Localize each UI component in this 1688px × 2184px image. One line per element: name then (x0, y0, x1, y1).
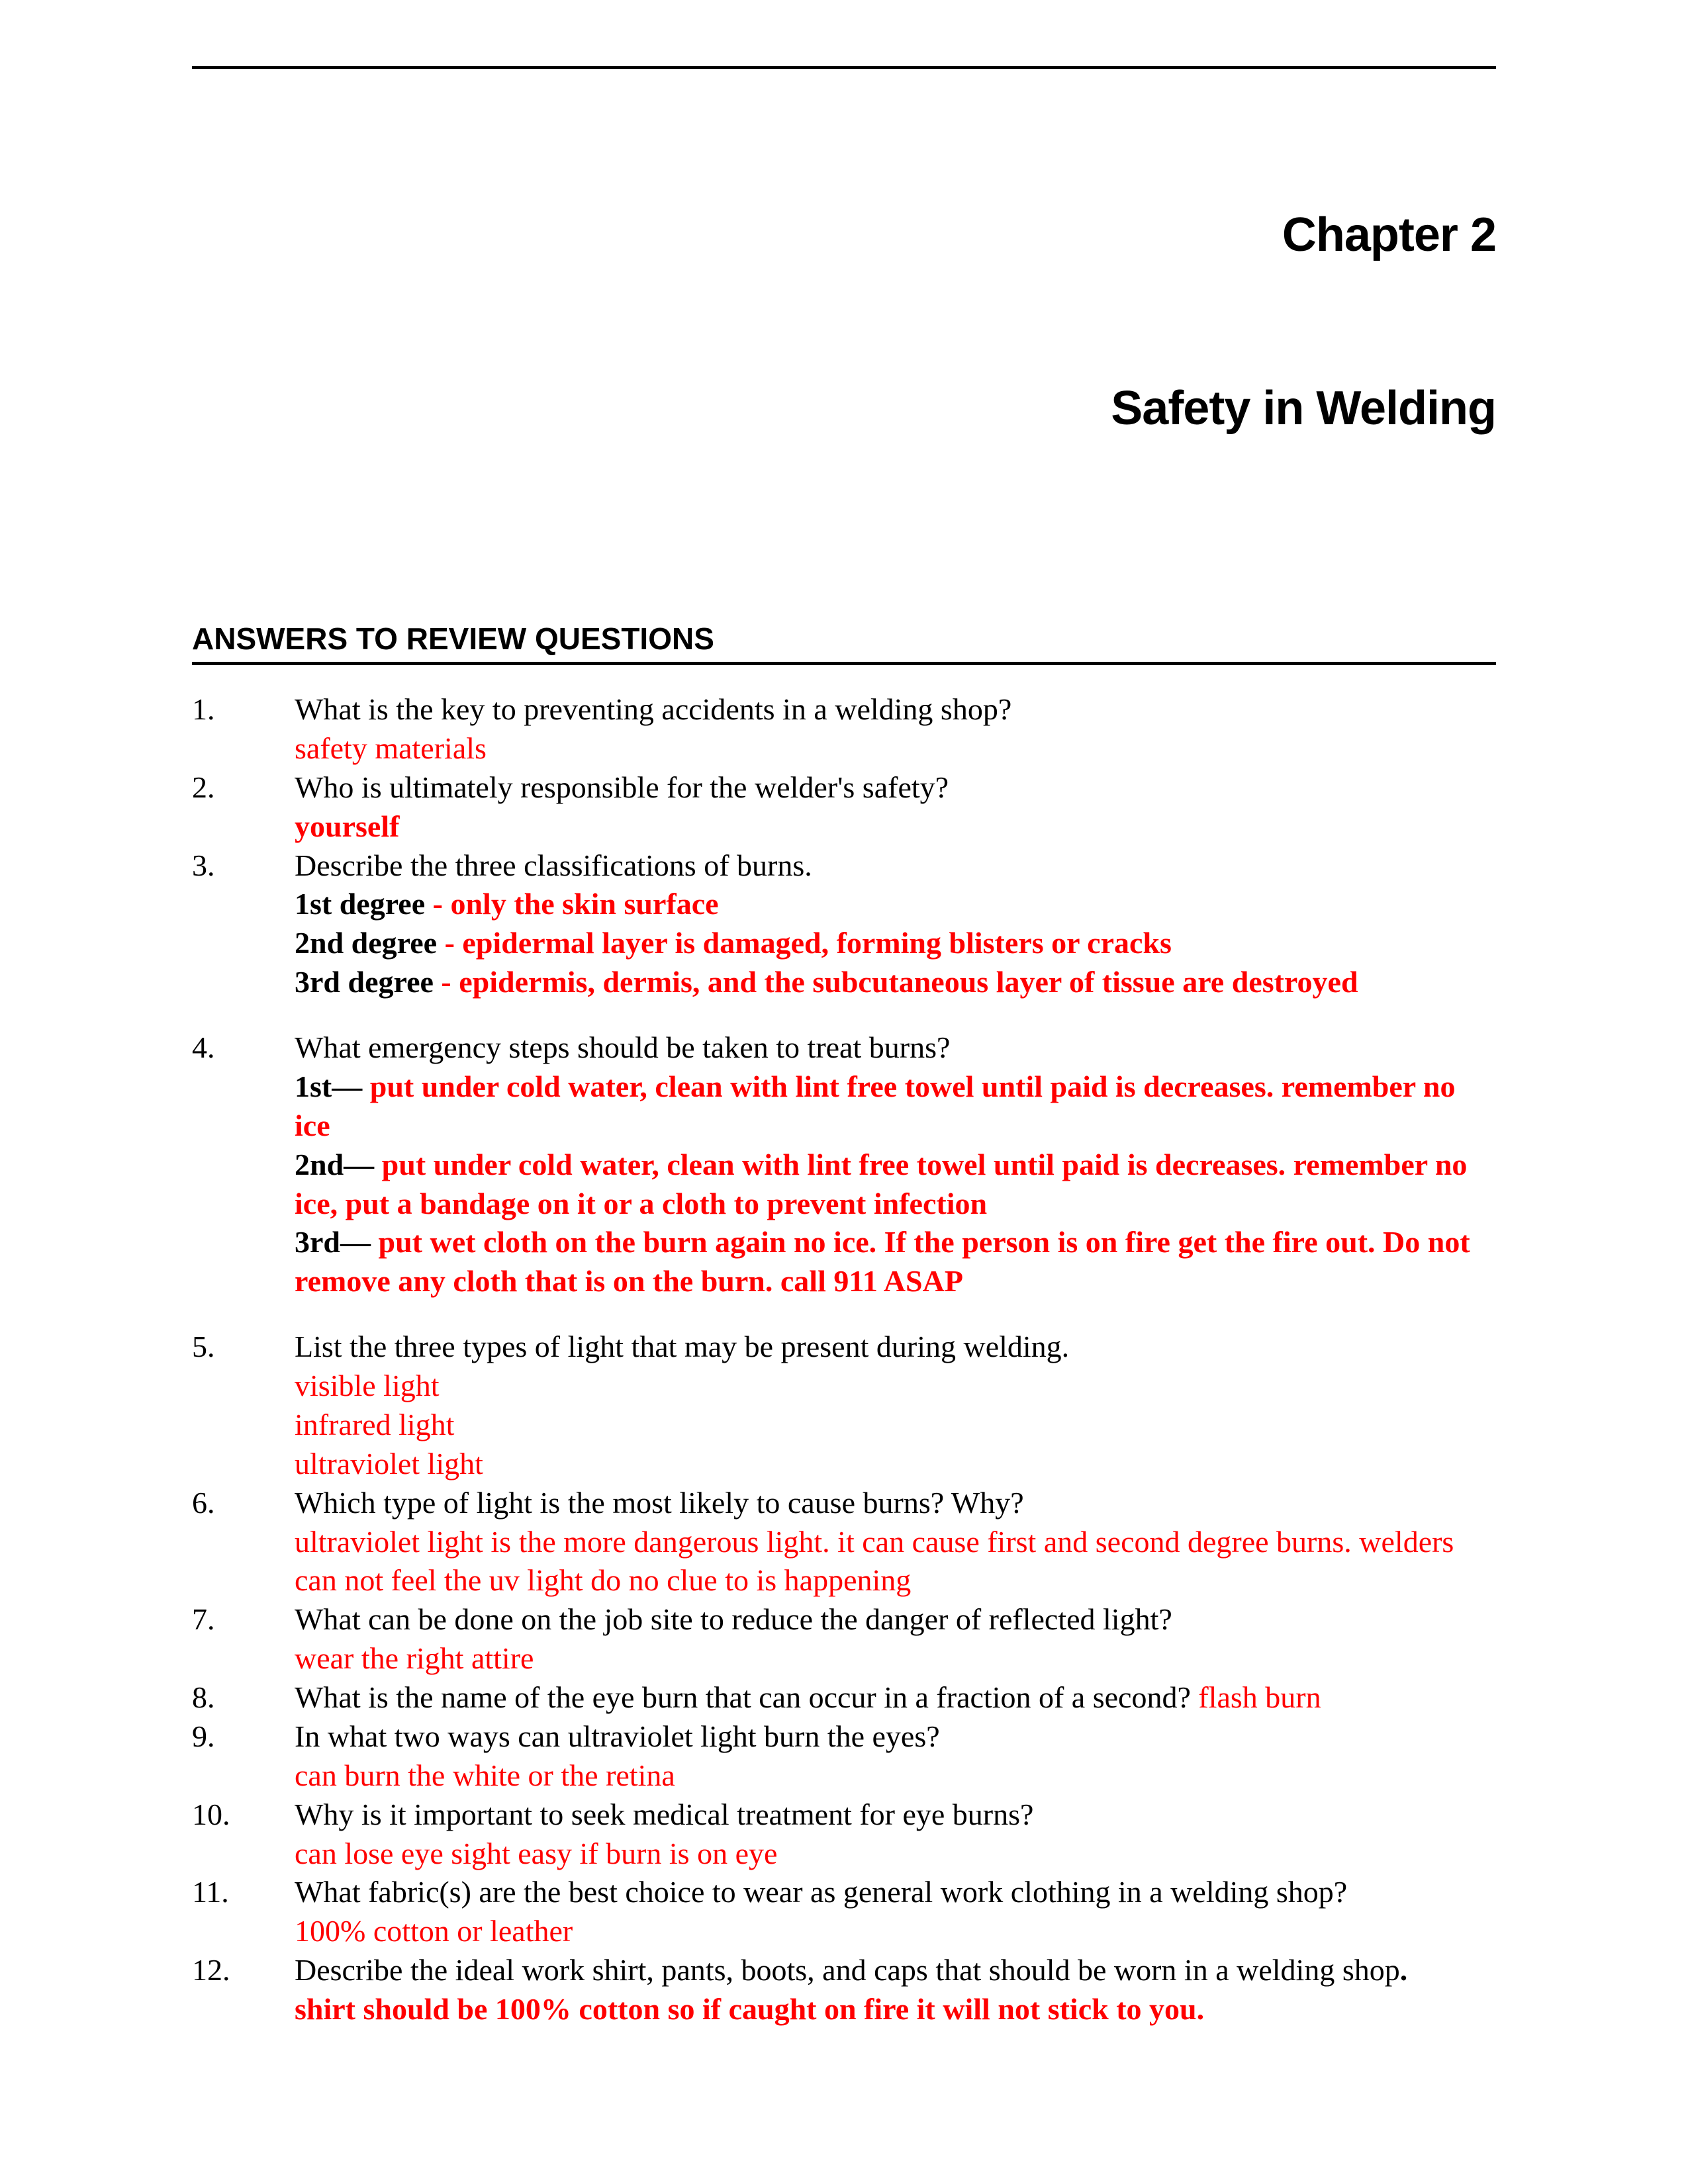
question-body: Why is it important to seek medical trea… (295, 1796, 1496, 1874)
question-body: What can be done on the job site to redu… (295, 1600, 1496, 1678)
answer-line: 3rd— put wet cloth on the burn again no … (295, 1223, 1496, 1301)
answer-line: 1st degree - only the skin surface (295, 885, 1496, 924)
question-number: 6. (192, 1484, 295, 1601)
answer-line: 3rd degree - epidermis, dermis, and the … (295, 963, 1496, 1002)
question-body: Describe the three classifications of bu… (295, 846, 1496, 1003)
question-span: What is the key to preventing accidents … (295, 692, 1011, 726)
text-segment: Describe the ideal work shirt, pants, bo… (295, 1953, 1400, 1987)
question-number: 9. (192, 1717, 295, 1796)
question-text: List the three types of light that may b… (295, 1328, 1496, 1367)
answer-line: 1st— put under cold water, clean with li… (295, 1068, 1496, 1146)
question-span: Describe the three classifications of bu… (295, 848, 812, 882)
question-span: Which type of light is the most likely t… (295, 1486, 1024, 1520)
question-body: List the three types of light that may b… (295, 1328, 1496, 1484)
question-span: What fabric(s) are the best choice to we… (295, 1875, 1347, 1909)
spacing-gap (192, 1301, 1496, 1328)
answer-line: wear the right attire (295, 1639, 1496, 1678)
question-number: 11. (192, 1873, 295, 1951)
question-body: Which type of light is the most likely t… (295, 1484, 1496, 1601)
answer-line: visible light (295, 1367, 1496, 1406)
spacing-gap (192, 1002, 1496, 1028)
question-body: Who is ultimately responsible for the we… (295, 768, 1496, 846)
qa-item: 11.What fabric(s) are the best choice to… (192, 1873, 1496, 1951)
chapter-title: Safety in Welding (192, 381, 1496, 435)
question-body: Describe the ideal work shirt, pants, bo… (295, 1951, 1496, 2029)
qa-item: 4.What emergency steps should be taken t… (192, 1028, 1496, 1301)
question-number: 2. (192, 768, 295, 846)
answer-rest: - epidermis, dermis, and the subcutaneou… (434, 965, 1358, 999)
question-number: 1. (192, 690, 295, 768)
qa-item: 3. Describe the three classifications of… (192, 846, 1496, 1003)
answer-line: can lose eye sight easy if burn is on ey… (295, 1835, 1496, 1874)
answer-prefix: 2nd degree (295, 926, 437, 960)
qa-item: 7.What can be done on the job site to re… (192, 1600, 1496, 1678)
question-span: Who is ultimately responsible for the we… (295, 770, 949, 804)
qa-item: 9.In what two ways can ultraviolet light… (192, 1717, 1496, 1796)
question-text: Describe the three classifications of bu… (295, 846, 1496, 886)
answer-line: safety materials (295, 729, 1496, 768)
question-body: What emergency steps should be taken to … (295, 1028, 1496, 1301)
answer-prefix: 3rd— (295, 1225, 371, 1259)
text-segment: shirt should be 100% cotton so if caught… (295, 1992, 1204, 2026)
question-text: Who is ultimately responsible for the we… (295, 768, 1496, 807)
question-number: 4. (192, 1028, 295, 1301)
answer-line: yourself (295, 807, 1496, 846)
question-number: 5. (192, 1328, 295, 1484)
top-rule (192, 66, 1496, 69)
question-body: What is the key to preventing accidents … (295, 690, 1496, 768)
answer-line: 100% cotton or leather (295, 1912, 1496, 1951)
question-text: What fabric(s) are the best choice to we… (295, 1873, 1496, 1912)
question-span: What emergency steps should be taken to … (295, 1030, 950, 1064)
document-page: Chapter 2 Safety in Welding ANSWERS TO R… (0, 0, 1688, 2029)
qa-item: 6.Which type of light is the most likely… (192, 1484, 1496, 1601)
section-heading: ANSWERS TO REVIEW QUESTIONS (192, 621, 1496, 665)
question-body: What is the name of the eye burn that ca… (295, 1678, 1496, 1717)
answer-rest: put under cold water, clean with lint fr… (295, 1148, 1467, 1220)
question-number: 12. (192, 1951, 295, 2029)
question-text: Which type of light is the most likely t… (295, 1484, 1496, 1523)
answer-rest: put under cold water, clean with lint fr… (295, 1069, 1455, 1142)
qa-item: 8.What is the name of the eye burn that … (192, 1678, 1496, 1717)
answer-line: ultraviolet light is the more dangerous … (295, 1523, 1496, 1601)
chapter-number: Chapter 2 (192, 208, 1496, 262)
answer-prefix: 2nd— (295, 1148, 374, 1181)
question-text: In what two ways can ultraviolet light b… (295, 1717, 1496, 1756)
question-text: What emergency steps should be taken to … (295, 1028, 1496, 1068)
question-number: 8. (192, 1678, 295, 1717)
qa-item: 12.Describe the ideal work shirt, pants,… (192, 1951, 1496, 2029)
question-span: In what two ways can ultraviolet light b… (295, 1719, 940, 1753)
question-body: In what two ways can ultraviolet light b… (295, 1717, 1496, 1796)
question-text: What is the name of the eye burn that ca… (295, 1678, 1496, 1717)
question-span: What can be done on the job site to redu… (295, 1602, 1172, 1636)
question-span: Why is it important to seek medical trea… (295, 1797, 1033, 1831)
answer-prefix: 3rd degree (295, 965, 434, 999)
answer-rest: put wet cloth on the burn again no ice. … (295, 1225, 1470, 1298)
question-body: What fabric(s) are the best choice to we… (295, 1873, 1496, 1951)
inline-answer: flash burn (1191, 1680, 1321, 1714)
text-segment: . (1400, 1953, 1454, 1987)
qa-item: 10.Why is it important to seek medical t… (192, 1796, 1496, 1874)
answer-prefix: 1st— (295, 1069, 362, 1103)
question-span: What is the name of the eye burn that ca… (295, 1680, 1191, 1714)
answer-rest: - only the skin surface (425, 887, 718, 921)
qa-list: 1.What is the key to preventing accident… (192, 690, 1496, 2029)
qa-item: 1.What is the key to preventing accident… (192, 690, 1496, 768)
answer-line: ultraviolet light (295, 1445, 1496, 1484)
answer-line: 2nd degree - epidermal layer is damaged,… (295, 924, 1496, 963)
question-text: What can be done on the job site to redu… (295, 1600, 1496, 1639)
question-text: Describe the ideal work shirt, pants, bo… (295, 1951, 1496, 2029)
question-number: 7. (192, 1600, 295, 1678)
answer-prefix: 1st degree (295, 887, 425, 921)
question-text: What is the key to preventing accidents … (295, 690, 1496, 729)
question-number: 10. (192, 1796, 295, 1874)
answer-line: infrared light (295, 1406, 1496, 1445)
qa-item: 2.Who is ultimately responsible for the … (192, 768, 1496, 846)
question-text: Why is it important to seek medical trea… (295, 1796, 1496, 1835)
answer-line: 2nd— put under cold water, clean with li… (295, 1146, 1496, 1224)
question-span: List the three types of light that may b… (295, 1330, 1069, 1363)
qa-item: 5.List the three types of light that may… (192, 1328, 1496, 1484)
question-number: 3. (192, 846, 295, 1003)
answer-rest: - epidermal layer is damaged, forming bl… (437, 926, 1172, 960)
answer-line: can burn the white or the retina (295, 1756, 1496, 1796)
